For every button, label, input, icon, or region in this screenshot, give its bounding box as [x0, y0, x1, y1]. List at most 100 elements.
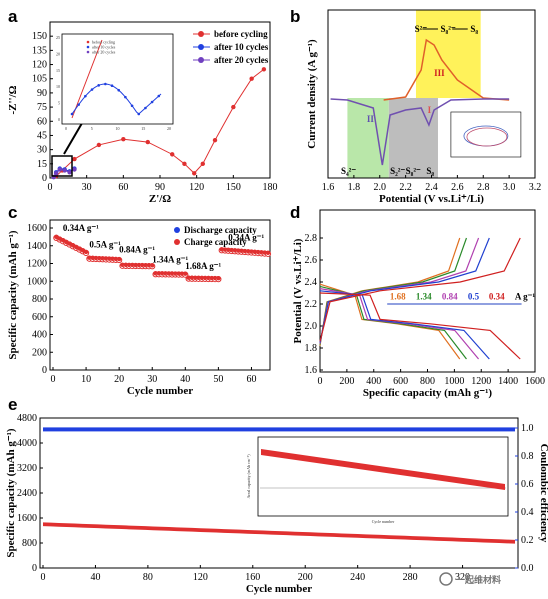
panel-a-point [192, 171, 197, 176]
panel-b-xlabel: Potential (V vs.Li⁺/Li) [379, 193, 484, 205]
panel-e-inset-frame [257, 436, 509, 517]
panel-a-inset-point [104, 82, 107, 86]
panel-d-ytick-label: 2.0 [305, 321, 318, 332]
panel-c-legend-charge-marker [174, 239, 180, 245]
panel-a-ytick-label: 45 [37, 130, 47, 141]
panel-a-xtick-label: 180 [263, 182, 278, 193]
panel-a-point [67, 170, 72, 175]
panel-a-ytick-label: 135 [32, 45, 47, 56]
panel-c-letter: c [8, 203, 17, 222]
panel-d-xtick-label: 1200 [471, 376, 491, 387]
panel-a-legend-marker [198, 57, 204, 63]
panel-b-xtick-label: 2.0 [374, 182, 387, 193]
panel-a-point [182, 161, 187, 167]
panel-a-legend-marker [198, 44, 204, 50]
panel-d-ytick-label: 1.8 [305, 343, 318, 354]
panel-a-point [62, 168, 67, 173]
panel-c-rate-label: 0.34A g⁻¹ [228, 232, 264, 242]
panel-a-inset-red [71, 39, 103, 119]
panel-d-charge-curve [319, 237, 521, 342]
panel-a-zoom-box [51, 155, 73, 177]
panel-e-xlabel: Cycle number [246, 583, 312, 595]
panel-a-inset-legend-marker [86, 45, 90, 49]
panel-a-inset-point [70, 112, 74, 116]
panel-a-ylabel: -Z''/Ω [7, 85, 19, 114]
panel-e-letter: e [8, 395, 17, 414]
panel-a-inset-legend-label: after 20 cycles [92, 50, 116, 55]
panel-c-ytick-label: 1200 [27, 259, 47, 270]
panel-a-xtick-label: 30 [82, 182, 92, 193]
panel-b-region-II: II [367, 114, 375, 124]
panel-a-inset-ytick: 5 [58, 101, 60, 106]
panel-b-ann-s8b: S₈ [426, 166, 434, 176]
panel-d-ytick-label: 1.6 [305, 365, 318, 376]
panel-a-inset-xtick: 20 [167, 126, 171, 131]
panel-b-region-I: I [428, 105, 432, 115]
panel-d-xlabel: Specific capacity (mAh g⁻¹) [363, 387, 493, 399]
panel-a-xtick-label: 0 [48, 182, 53, 193]
panel-a-point [57, 167, 62, 172]
panel-d-letter: d [290, 203, 300, 222]
panel-a-inset-ytick: 15 [56, 68, 60, 73]
panel-a-inset-point [110, 84, 114, 87]
panel-a-xtick-label: 120 [189, 182, 204, 193]
panel-b-ann-s82b: S₈²⁻ [406, 166, 421, 176]
panel-a-point [249, 76, 254, 81]
panel-a-inset-point [137, 112, 141, 116]
panel-a-inset-ytick: 20 [56, 51, 60, 56]
panel-a-ytick-label: 150 [32, 31, 47, 42]
panel-a-xtick-label: 90 [155, 182, 165, 193]
panel-a-ytick-label: 30 [37, 145, 47, 156]
panel-a-ytick-label: 105 [32, 74, 47, 85]
panel-b-xtick-label: 2.6 [451, 182, 464, 193]
panel-a-inset-ytick: 10 [56, 84, 60, 89]
panel-e-ytick-label: 4800 [17, 413, 37, 424]
panel-b-ylabel: Current density (A g⁻¹) [306, 39, 318, 149]
panel-d-xtick-label: 0 [318, 376, 323, 387]
panel-c-xtick-label: 0 [51, 374, 56, 385]
panel-a-point [261, 67, 267, 72]
panel-a-inset-point [144, 106, 147, 110]
panel-a-inset-ytick: 25 [56, 35, 60, 40]
panel-e-watermark: 一起维材料 [456, 574, 501, 585]
panel-b-xtick-label: 3.0 [503, 182, 516, 193]
panel-a-inset-xtick: 0 [65, 126, 67, 131]
panel-b-xtick-label: 2.2 [399, 182, 412, 193]
panel-b-xtick-label: 3.2 [529, 182, 542, 193]
panel-d-xtick-label: 800 [420, 376, 435, 387]
panel-a-series-line [55, 68, 265, 177]
panel-a-point [53, 171, 59, 176]
panel-d-xtick-label: 1400 [498, 376, 518, 387]
panel-b-region-III: III [434, 68, 445, 78]
panel-d-rate-text: A g⁻¹ [515, 292, 536, 302]
panel-e-inset-ylabel: Areal capacity (mAh cm⁻²) [246, 454, 251, 499]
panel-a-point [200, 161, 205, 167]
panel-c-legend-discharge: Discharge capacity [184, 225, 257, 235]
panel-c-ytick-label: 800 [32, 294, 47, 305]
panel-e-xtick-label: 160 [245, 572, 260, 583]
panel-e-ytick-label: 0 [32, 563, 37, 574]
panel-a-inset-point [84, 94, 87, 98]
panel-d-charge-curve [319, 237, 490, 343]
panel-c-discharge-point [116, 256, 122, 262]
panel-c-xtick-label: 30 [147, 374, 157, 385]
panel-b-letter: b [290, 7, 300, 26]
panel-c-discharge-point [83, 249, 89, 255]
panel-b-reduction-curve [330, 98, 510, 166]
panel-c-xtick-label: 20 [114, 374, 124, 385]
panel-e-xtick-label: 320 [455, 572, 470, 583]
panel-c-discharge-point [183, 271, 188, 276]
panel-d-xtick-label: 400 [366, 376, 381, 387]
panel-b-inset-frame [450, 111, 522, 158]
panel-c-rate-label: 1.34A g⁻¹ [152, 254, 188, 264]
panel-e-ytick-label: 3200 [17, 463, 37, 474]
panel-a-ytick-label: 75 [37, 102, 47, 113]
panel-e-xtick-label: 0 [41, 572, 46, 583]
panel-a-xtick-label: 150 [226, 182, 241, 193]
panel-d-rate-text: 1.34 [416, 292, 432, 302]
panel-a-inset-point [77, 103, 80, 106]
panel-e-y2tick-label: 1.0 [521, 423, 534, 434]
panel-b-region-gray [388, 98, 438, 178]
panel-e-y2tick-label: 0.4 [521, 507, 534, 518]
